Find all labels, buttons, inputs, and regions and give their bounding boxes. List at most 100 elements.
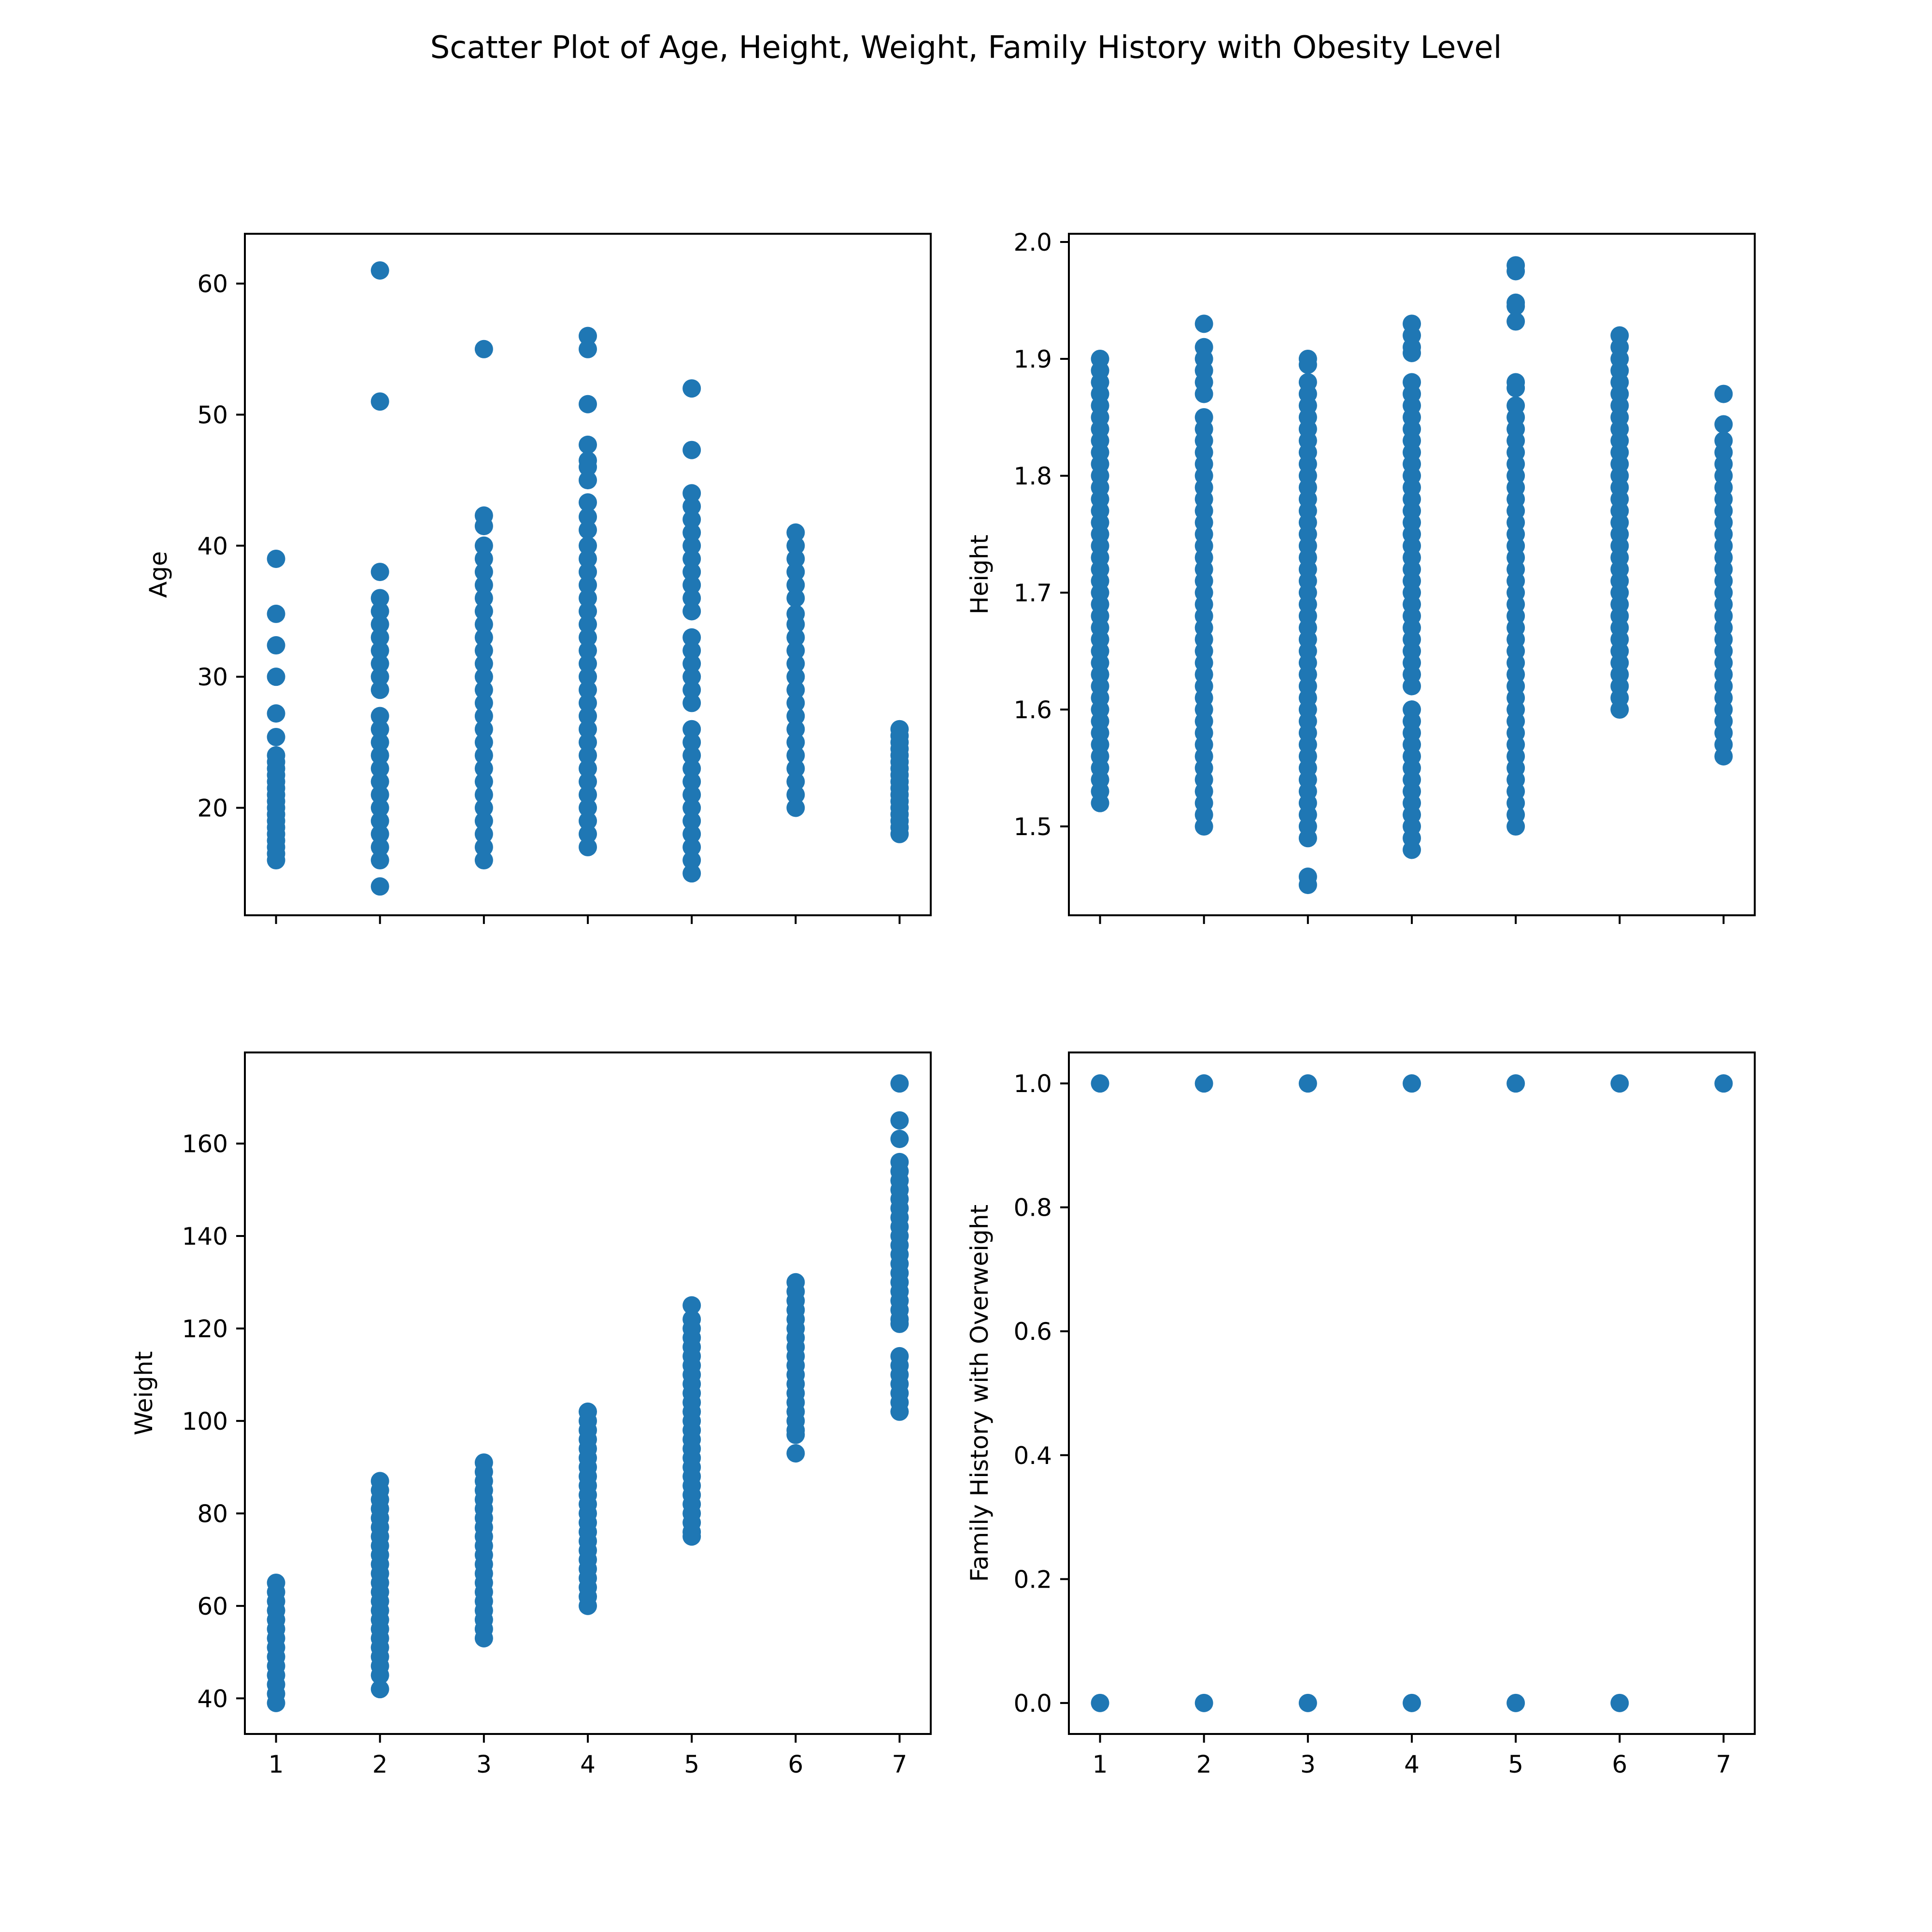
point xyxy=(370,668,389,686)
point xyxy=(1298,876,1317,895)
point xyxy=(267,604,285,623)
point xyxy=(786,549,805,568)
x-tick-label: 1 xyxy=(1093,1750,1108,1778)
point xyxy=(682,576,701,595)
point xyxy=(370,772,389,791)
point xyxy=(579,471,597,490)
y-tick-label: 1.9 xyxy=(1013,345,1052,373)
point xyxy=(474,615,493,634)
point xyxy=(682,746,701,765)
point xyxy=(474,340,493,358)
y-tick-label: 30 xyxy=(197,663,228,691)
point xyxy=(786,628,805,647)
point xyxy=(579,746,597,765)
point xyxy=(267,851,285,870)
x-tick-label: 6 xyxy=(1612,1750,1627,1778)
point xyxy=(1298,1074,1317,1093)
point xyxy=(682,720,701,739)
point xyxy=(474,654,493,673)
point xyxy=(786,641,805,660)
point xyxy=(267,1693,285,1712)
point xyxy=(1610,1074,1629,1093)
y-tick-label: 0.8 xyxy=(1013,1194,1052,1222)
axes-frame xyxy=(1068,1051,1756,1735)
point xyxy=(579,785,597,804)
point xyxy=(474,563,493,582)
point xyxy=(267,668,285,686)
point xyxy=(579,707,597,725)
point xyxy=(1506,1074,1525,1093)
point xyxy=(1610,700,1629,719)
point xyxy=(1714,415,1733,434)
points-age xyxy=(267,261,909,896)
point xyxy=(786,589,805,608)
point xyxy=(579,563,597,582)
y-tick-label: 80 xyxy=(197,1500,228,1528)
point xyxy=(890,824,909,843)
point xyxy=(370,811,389,830)
point xyxy=(579,811,597,830)
point xyxy=(579,772,597,791)
y-axis-label: Weight xyxy=(130,1351,158,1435)
point xyxy=(474,772,493,791)
point xyxy=(474,746,493,765)
point xyxy=(786,746,805,765)
point xyxy=(1091,1693,1109,1712)
point xyxy=(370,681,389,699)
point xyxy=(579,694,597,712)
point xyxy=(1403,677,1421,696)
point xyxy=(474,798,493,817)
point xyxy=(1091,794,1109,812)
point xyxy=(786,1425,805,1444)
point xyxy=(1194,1074,1213,1093)
points-height xyxy=(1091,256,1733,895)
point xyxy=(579,654,597,673)
point xyxy=(1506,817,1525,836)
point xyxy=(682,536,701,555)
point xyxy=(370,824,389,843)
point xyxy=(1194,1693,1213,1712)
point xyxy=(786,681,805,699)
point xyxy=(682,798,701,817)
point xyxy=(682,602,701,621)
point xyxy=(682,523,701,542)
point xyxy=(682,641,701,660)
point xyxy=(890,1402,909,1421)
y-tick-label: 140 xyxy=(182,1222,228,1250)
point xyxy=(267,704,285,723)
point xyxy=(474,641,493,660)
y-axis-label: Height xyxy=(966,535,994,614)
point xyxy=(370,720,389,739)
point xyxy=(579,493,597,512)
y-tick-label: 20 xyxy=(197,794,228,822)
point xyxy=(579,435,597,454)
point xyxy=(474,759,493,778)
point xyxy=(579,615,597,634)
point xyxy=(682,694,701,712)
point xyxy=(370,563,389,582)
point xyxy=(370,877,389,896)
point xyxy=(786,772,805,791)
point xyxy=(786,798,805,817)
x-tick-label: 5 xyxy=(1508,1750,1523,1778)
point xyxy=(1610,1693,1629,1712)
point xyxy=(1403,1074,1421,1093)
point xyxy=(474,811,493,830)
x-tick-label: 4 xyxy=(1404,1750,1420,1778)
point xyxy=(682,681,701,699)
axes-frame xyxy=(244,1051,932,1735)
point xyxy=(474,851,493,870)
y-tick-label: 1.5 xyxy=(1013,813,1052,841)
point xyxy=(474,824,493,843)
x-tick-label: 2 xyxy=(1196,1750,1212,1778)
point xyxy=(1194,817,1213,836)
point xyxy=(267,549,285,568)
point xyxy=(682,733,701,752)
point xyxy=(786,576,805,595)
point xyxy=(579,549,597,568)
points-weight xyxy=(267,1074,909,1712)
point xyxy=(682,838,701,856)
point xyxy=(579,1596,597,1615)
point xyxy=(1194,384,1213,403)
point xyxy=(682,379,701,398)
